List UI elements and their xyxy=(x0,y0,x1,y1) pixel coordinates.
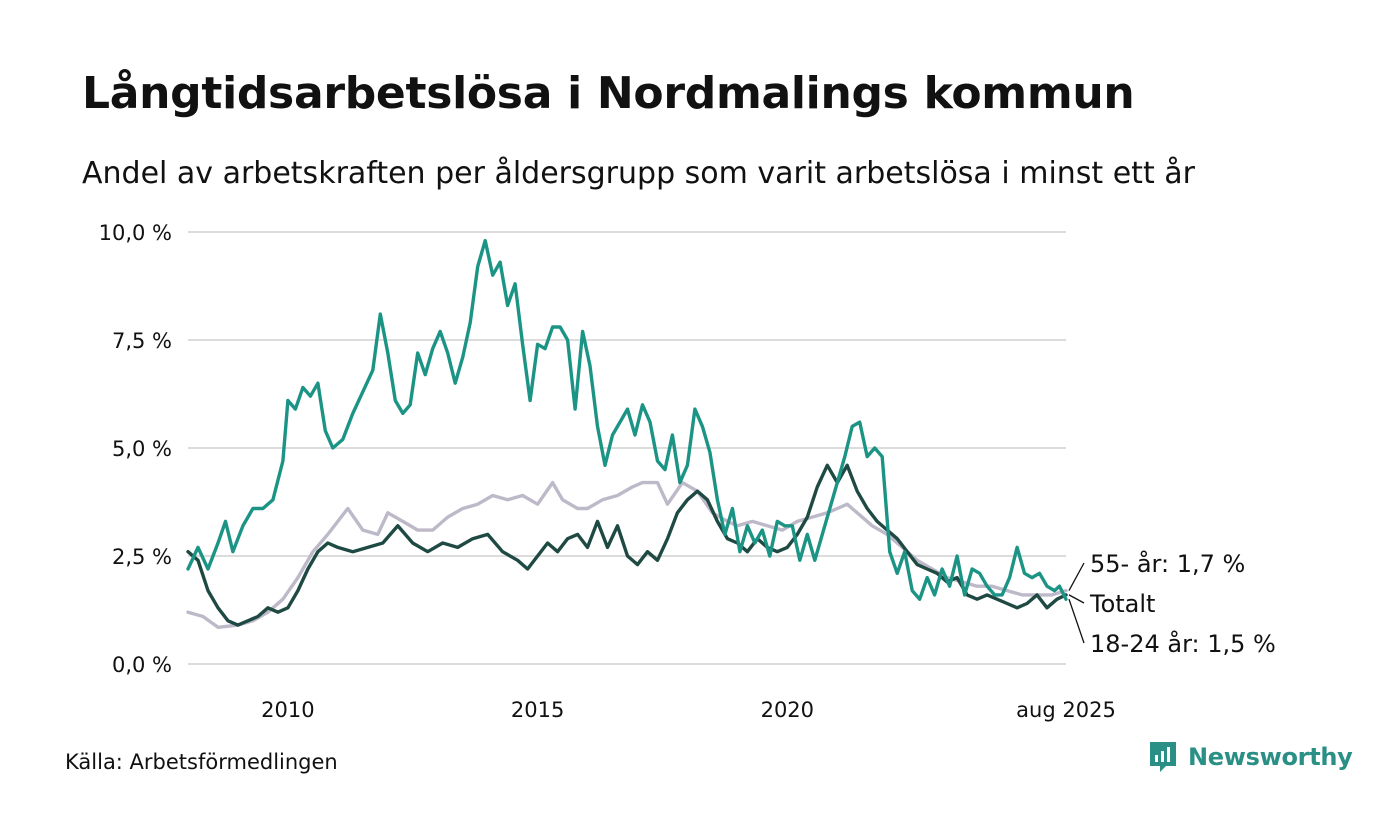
end-label: 55- år: 1,7 % xyxy=(1090,549,1245,578)
newsworthy-logo[interactable]: Newsworthy xyxy=(1148,740,1353,774)
y-axis-ticks: 0,0 % 2,5 % 5,0 % 7,5 % 10,0 % xyxy=(99,221,172,677)
x-tick-label: 2010 xyxy=(261,698,314,722)
end-label: 18-24 år: 1,5 % xyxy=(1090,629,1276,658)
chart-title: Långtidsarbetslösa i Nordmalings kommun xyxy=(82,68,1135,119)
y-tick-label: 2,5 % xyxy=(112,545,172,569)
x-tick-label: 2020 xyxy=(761,698,814,722)
gridlines xyxy=(188,231,1066,665)
leader-line xyxy=(1068,598,1085,644)
y-tick-label: 5,0 % xyxy=(112,437,172,461)
brand-label: Newsworthy xyxy=(1188,743,1353,771)
leader-line xyxy=(1068,594,1085,604)
series-line-18-24-r xyxy=(186,238,1068,601)
series-line-totalt xyxy=(186,463,1068,627)
x-tick-label: aug 2025 xyxy=(1016,698,1116,722)
leader-line xyxy=(1068,562,1085,591)
end-labels: 55- år: 1,7 % Totalt 18-24 år: 1,5 % xyxy=(1068,549,1276,658)
x-axis-ticks: 2010 2015 2020 aug 2025 xyxy=(261,698,1116,722)
y-tick-label: 7,5 % xyxy=(112,329,172,353)
newsworthy-icon xyxy=(1150,742,1176,772)
series-lines xyxy=(186,238,1068,629)
y-tick-label: 0,0 % xyxy=(112,653,172,677)
x-tick-label: 2015 xyxy=(511,698,564,722)
y-tick-label: 10,0 % xyxy=(99,221,172,245)
chart-subtitle: Andel av arbetskraften per åldersgrupp s… xyxy=(82,156,1195,191)
end-label: Totalt xyxy=(1089,590,1155,618)
source-note: Källa: Arbetsförmedlingen xyxy=(65,750,338,774)
